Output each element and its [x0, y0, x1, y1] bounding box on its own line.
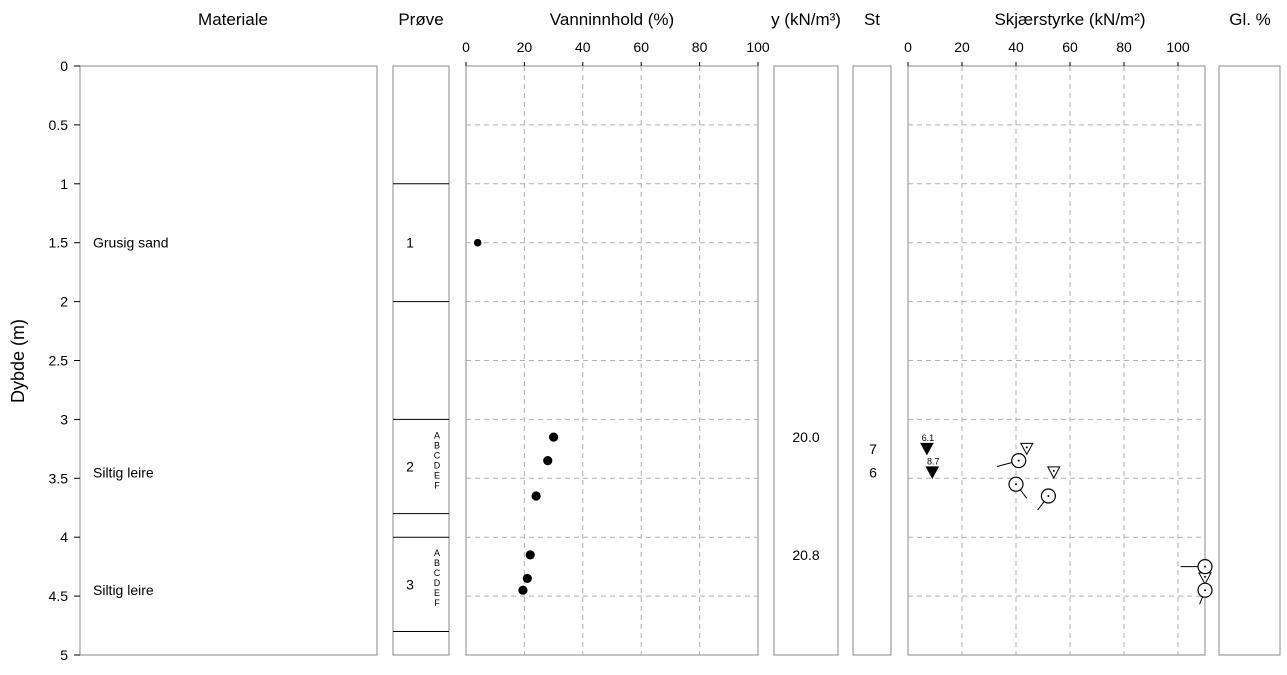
- prove-column: [392, 65, 450, 656]
- gl-column: [1218, 65, 1281, 656]
- subsample-letter: A: [434, 548, 440, 558]
- material-label: Siltig leire: [93, 464, 154, 480]
- shear-remoulded-label: 8.7: [927, 456, 940, 466]
- header-gl: Gl. %: [1229, 10, 1271, 29]
- shear-circle-center-dot: [1204, 589, 1206, 592]
- shear-circle-tail: [1037, 501, 1045, 511]
- unit-weight-value: 20.8: [792, 547, 819, 563]
- ticks-layer: 0 0.5 1 1.5 2 2.5 3 3.5 4 4.5 5 0 20 40 60 80 100 0 20 40 60…: [49, 39, 1190, 663]
- subsample-letter: E: [434, 588, 440, 598]
- material-label: Grusig sand: [93, 235, 168, 251]
- depth-tick-label: 0: [60, 58, 68, 74]
- shear-circle-center-dot: [1047, 494, 1050, 497]
- shear-circle-center-dot: [1017, 459, 1020, 462]
- water-content-point: [518, 585, 528, 595]
- materiale-column: [79, 65, 378, 656]
- water-x-tick-label: 40: [575, 39, 591, 55]
- depth-tick-label: 3.5: [49, 470, 69, 486]
- water-content-point: [549, 432, 559, 442]
- header-st: St: [864, 10, 880, 29]
- subsample-letter: A: [434, 430, 440, 440]
- shear-circle-center-dot: [1204, 565, 1206, 568]
- subsample-letter: D: [434, 578, 441, 588]
- gamma-column: [773, 65, 839, 656]
- subsample-letter: F: [434, 598, 440, 608]
- depth-tick-label: 2: [60, 294, 68, 310]
- shear-x-tick-label: 100: [1166, 39, 1190, 55]
- sample-number: 1: [406, 235, 414, 251]
- water-content-point: [522, 573, 532, 584]
- shear-circle-tail: [1199, 596, 1203, 605]
- shear-circle-center-dot: [1015, 483, 1017, 486]
- shear-open-triangle: [1019, 442, 1034, 456]
- sample-number: 2: [406, 459, 414, 475]
- depth-tick-label: 3: [60, 411, 68, 427]
- water-x-tick-label: 60: [633, 39, 649, 55]
- shear-x-tick-label: 60: [1062, 39, 1078, 55]
- depth-tick-label: 0.5: [49, 117, 69, 133]
- shear-x-tick-label: 0: [904, 39, 912, 55]
- header-gamma: y (kN/m³): [771, 10, 841, 29]
- water-content-point: [525, 550, 535, 560]
- subsample-letter: C: [434, 568, 441, 578]
- header-materiale: Materiale: [198, 10, 268, 29]
- shear-remoulded-label: 6.1: [922, 433, 935, 443]
- subsample-letter: C: [434, 450, 441, 460]
- subsample-letter: B: [434, 440, 440, 450]
- depth-tick-label: 1.5: [49, 235, 69, 251]
- shear-open-triangle: [1046, 466, 1061, 479]
- material-label: Siltig leire: [93, 582, 154, 598]
- water-content-point: [473, 238, 482, 247]
- depth-tick-label: 5: [60, 647, 68, 663]
- shear-open-triangle-center-dot: [1204, 575, 1206, 578]
- shear-x-tick-label: 20: [954, 39, 970, 55]
- water-x-tick-label: 20: [517, 39, 533, 55]
- subsample-letter: F: [434, 480, 440, 490]
- subsample-letter: B: [434, 558, 440, 568]
- water-x-tick-label: 80: [692, 39, 708, 55]
- st-column: [852, 65, 892, 656]
- sensitivity-value: 7: [869, 441, 877, 457]
- water-content-point: [531, 491, 541, 501]
- header-prove: Prøve: [398, 10, 443, 29]
- shear-circle-tail: [996, 461, 1013, 468]
- depth-tick-label: 4.5: [49, 588, 69, 604]
- depth-tick-label: 2.5: [49, 353, 69, 369]
- shear-x-tick-label: 40: [1008, 39, 1024, 55]
- water-x-tick-label: 0: [462, 39, 470, 55]
- shear-open-triangle: [1198, 572, 1212, 585]
- subsample-letter: D: [434, 460, 441, 470]
- water-x-tick-label: 100: [746, 39, 770, 55]
- shear-remoulded-triangle: [920, 442, 934, 456]
- shear-remoulded-triangle: [925, 466, 940, 479]
- sensitivity-value: 6: [869, 464, 877, 480]
- sample-number: 3: [406, 576, 414, 592]
- water-content-point: [543, 456, 553, 466]
- unit-weight-value: 20.0: [792, 429, 819, 445]
- depth-tick-label: 4: [60, 529, 68, 545]
- header-skjaer: Skjærstyrke (kN/m²): [994, 10, 1145, 29]
- shear-circle-tail: [1019, 489, 1028, 499]
- grid-layer: [466, 66, 1205, 655]
- depth-tick-label: 1: [60, 176, 68, 192]
- subsample-letter: E: [434, 470, 440, 480]
- shear-open-triangle-center-dot: [1052, 469, 1055, 472]
- shear-open-triangle-center-dot: [1025, 446, 1028, 449]
- header-vanninnhold: Vanninnhold (%): [550, 10, 674, 29]
- shear-x-tick-label: 80: [1116, 39, 1132, 55]
- y-axis-label: Dybde (m): [8, 319, 28, 403]
